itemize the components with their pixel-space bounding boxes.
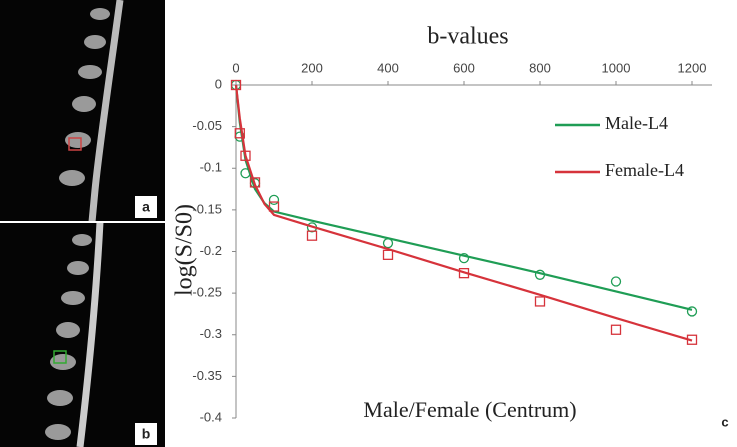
panel-label: b xyxy=(142,426,151,442)
data-point xyxy=(686,306,698,317)
panel-label: a xyxy=(142,199,150,215)
data-point xyxy=(458,253,470,264)
data-point xyxy=(249,177,261,188)
annotation: Male/Female (Centrum) xyxy=(363,397,576,422)
data-point xyxy=(534,296,546,307)
mri-panels xyxy=(0,0,165,447)
y-axis-title: log(S/S0) xyxy=(172,204,198,296)
spinal-cord xyxy=(76,221,104,447)
data-point xyxy=(240,168,251,179)
data-point xyxy=(306,230,318,241)
y-tick-label: -0.2 xyxy=(200,243,222,258)
data-point xyxy=(458,267,470,279)
spinal-cord xyxy=(88,0,124,223)
x-tick-label: 200 xyxy=(301,60,323,75)
panel-label: c xyxy=(721,414,728,429)
legend-label: Male-L4 xyxy=(605,113,668,133)
y-tick-label: -0.35 xyxy=(192,368,222,383)
x-axis-title: b-values xyxy=(427,24,508,50)
vertebrae xyxy=(45,8,110,440)
data-point xyxy=(534,269,546,280)
data-point xyxy=(240,150,251,161)
x-tick-label: 1000 xyxy=(602,60,631,75)
data-point xyxy=(268,201,280,212)
legend-label: Female-L4 xyxy=(605,160,684,180)
y-tick-label: 0 xyxy=(215,76,222,91)
y-tick-label: -0.05 xyxy=(192,118,222,133)
roi-female xyxy=(53,350,67,364)
data-point xyxy=(382,249,394,260)
x-tick-label: 800 xyxy=(529,60,551,75)
data-point xyxy=(686,334,698,345)
data-point xyxy=(382,238,394,249)
data-point xyxy=(610,276,622,287)
x-tick-label: 600 xyxy=(453,60,475,75)
fit-line xyxy=(234,84,693,342)
label-box xyxy=(135,423,157,445)
y-tick-label: -0.3 xyxy=(200,326,222,341)
x-tick-label: 0 xyxy=(232,60,239,75)
data-point xyxy=(234,128,245,139)
data-point xyxy=(610,324,622,335)
x-tick-label: 1200 xyxy=(678,60,707,75)
y-tick-label: -0.25 xyxy=(192,285,222,300)
data-point xyxy=(268,194,280,206)
data-point xyxy=(230,79,242,91)
roi-male xyxy=(68,137,82,151)
y-tick-label: -0.15 xyxy=(192,201,222,216)
y-tick-label: -0.1 xyxy=(200,160,222,175)
x-tick-label: 400 xyxy=(377,60,399,75)
y-tick-label: -0.4 xyxy=(200,409,222,424)
label-box xyxy=(135,196,157,218)
